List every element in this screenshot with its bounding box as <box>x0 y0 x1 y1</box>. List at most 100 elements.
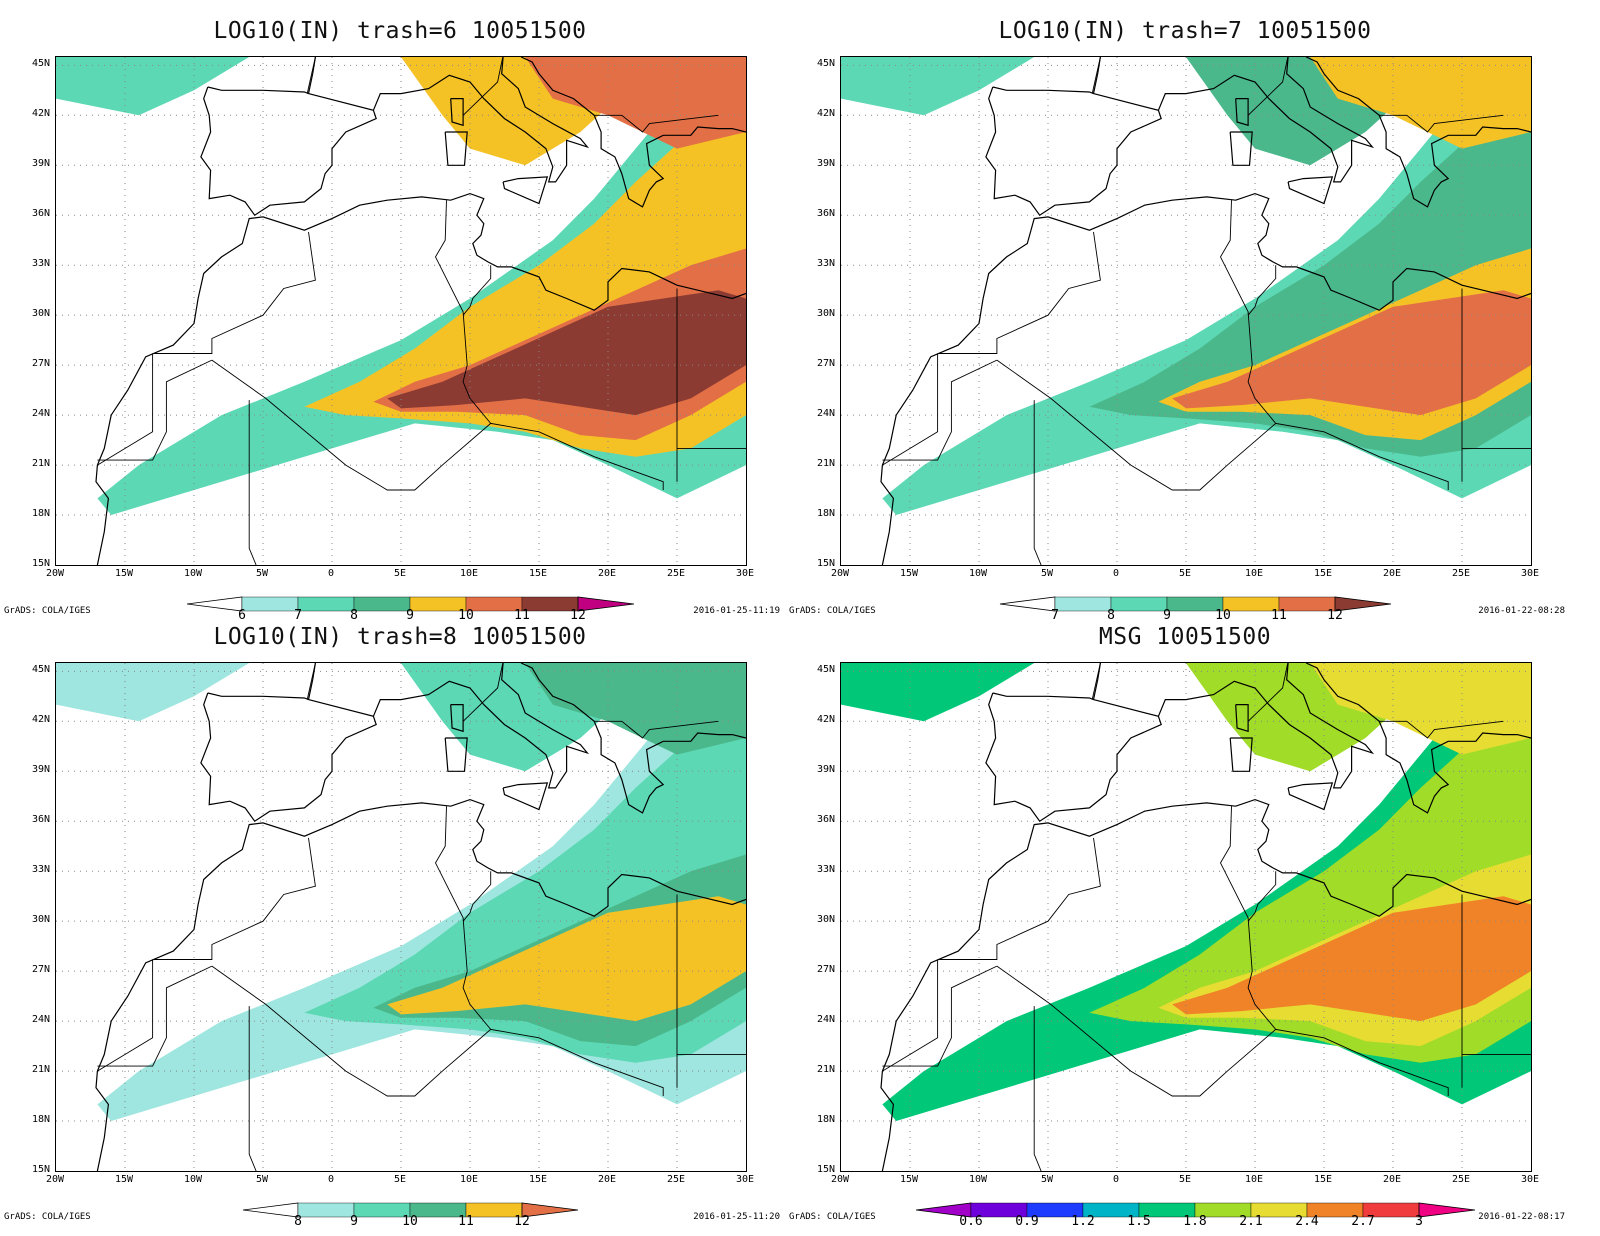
coastline <box>96 798 746 1072</box>
colorbar-label: 1.5 <box>1127 1214 1151 1229</box>
lat-tick-label: 36N <box>816 208 835 220</box>
coastline <box>502 782 549 811</box>
lat-tick-label: 33N <box>31 864 50 876</box>
colorbar-label: 11 <box>514 608 530 623</box>
lon-tick-label: 5W <box>255 1174 269 1185</box>
lat-tick-label: 42N <box>31 108 50 120</box>
field-plume-peak <box>1172 896 1531 1022</box>
colorbar-wrap <box>242 1202 580 1218</box>
colorbar-label: 0.6 <box>959 1214 983 1229</box>
colorbar-label: 8 <box>350 608 358 623</box>
colorbar-label: 8 <box>294 1214 302 1229</box>
colorbar <box>186 596 635 612</box>
country-border <box>1247 57 1289 116</box>
lat-tick-label: 45N <box>31 58 50 70</box>
lat-tick-label: 18N <box>31 1114 50 1126</box>
country-border <box>462 871 492 922</box>
country-border <box>594 114 719 133</box>
lat-tick-label: 42N <box>816 108 835 120</box>
field-north-blob <box>525 57 746 149</box>
field-plume-peak <box>387 896 746 1022</box>
country-border <box>1033 400 1042 565</box>
coastline <box>95 1071 110 1171</box>
map-area <box>840 662 1532 1172</box>
colorbar-high-arrow <box>577 596 635 612</box>
lat-tick-label: 24N <box>31 408 50 420</box>
map-title: MSG 10051500 <box>1098 624 1272 650</box>
lon-tick-label: 20W <box>45 1174 65 1185</box>
coastline <box>520 57 746 208</box>
lon-tick-label: 5W <box>255 568 269 579</box>
map-area <box>55 662 747 1172</box>
colorbar-label: 0.9 <box>1015 1214 1039 1229</box>
lon-tick-label: 0 <box>1112 568 1120 579</box>
lon-tick-label: 15E <box>1313 1174 1333 1185</box>
lon-tick-label: 25E <box>666 1174 686 1185</box>
country-border <box>882 959 939 1072</box>
country-border <box>1033 1006 1042 1171</box>
lat-tick-label: 39N <box>31 158 50 170</box>
lon-tick-label: 30E <box>735 1174 755 1185</box>
colorbar-wrap <box>186 596 636 612</box>
coastline <box>881 798 1531 1072</box>
colorbar <box>915 1202 1476 1218</box>
country-border <box>462 57 504 116</box>
timestamp: 2016-01-22-08:17 <box>1478 1212 1565 1222</box>
country-border <box>152 231 316 354</box>
lon-tick-label: 20W <box>830 1174 850 1185</box>
coastline <box>1229 131 1253 166</box>
colorbar-label: 10 <box>458 608 474 623</box>
coastline <box>96 192 746 466</box>
lat-tick-label: 15N <box>816 1164 835 1175</box>
lon-tick-label: 15E <box>1313 568 1333 579</box>
coastline <box>1305 57 1531 208</box>
lat-tick-label: 42N <box>31 714 50 726</box>
timestamp: 2016-01-25-11:20 <box>693 1212 780 1222</box>
lat-tick-label: 30N <box>816 914 835 926</box>
colorbar-wrap <box>999 596 1393 612</box>
country-border <box>97 353 154 466</box>
field-plume-peak <box>387 290 746 416</box>
lat-tick-label: 24N <box>816 408 835 420</box>
lon-tick-label: 20E <box>597 568 617 579</box>
lat-tick-label: 39N <box>816 158 835 170</box>
lat-tick-label: 18N <box>816 508 835 520</box>
lat-tick-label: 24N <box>31 1014 50 1026</box>
country-border <box>1247 265 1277 316</box>
country-border <box>1379 720 1504 739</box>
lat-tick-label: 27N <box>31 964 50 976</box>
country-border <box>97 965 213 1067</box>
lon-tick-label: 5W <box>1040 1174 1054 1185</box>
colorbar <box>999 596 1392 612</box>
lon-tick-label: 10W <box>968 1174 988 1185</box>
lon-tick-label: 10W <box>183 1174 203 1185</box>
lon-tick-label: 15W <box>899 568 919 579</box>
country-border <box>211 965 664 1097</box>
map-canvas <box>56 57 746 565</box>
lon-tick-label: 25E <box>1451 568 1471 579</box>
map-title: LOG10(IN) trash=7 10051500 <box>998 18 1372 44</box>
colorbar-label: 12 <box>570 608 586 623</box>
lat-tick-label: 15N <box>31 558 50 569</box>
country-border <box>996 965 1449 1097</box>
lon-tick-label: 5E <box>1178 1174 1192 1185</box>
colorbar <box>242 1202 579 1218</box>
lon-tick-label: 25E <box>1451 1174 1471 1185</box>
country-border <box>1379 114 1504 133</box>
lon-tick-label: 10E <box>1244 1174 1264 1185</box>
lon-tick-label: 10E <box>459 1174 479 1185</box>
grads-credit: GrADS: COLA/IGES <box>789 606 876 616</box>
timestamp: 2016-01-25-11:19 <box>693 606 780 616</box>
field-plume-peak <box>1172 290 1531 416</box>
country-border <box>211 359 664 491</box>
country-border <box>434 806 492 1030</box>
lat-tick-label: 45N <box>816 664 835 676</box>
field-north-blob <box>56 57 250 116</box>
lon-tick-label: 30E <box>735 568 755 579</box>
lat-tick-label: 30N <box>816 308 835 320</box>
lon-tick-label: 30E <box>1520 1174 1540 1185</box>
coastline <box>200 86 377 217</box>
colorbar-label: 2.4 <box>1295 1214 1319 1229</box>
coastline <box>1235 703 1249 733</box>
coastline <box>1229 737 1253 772</box>
